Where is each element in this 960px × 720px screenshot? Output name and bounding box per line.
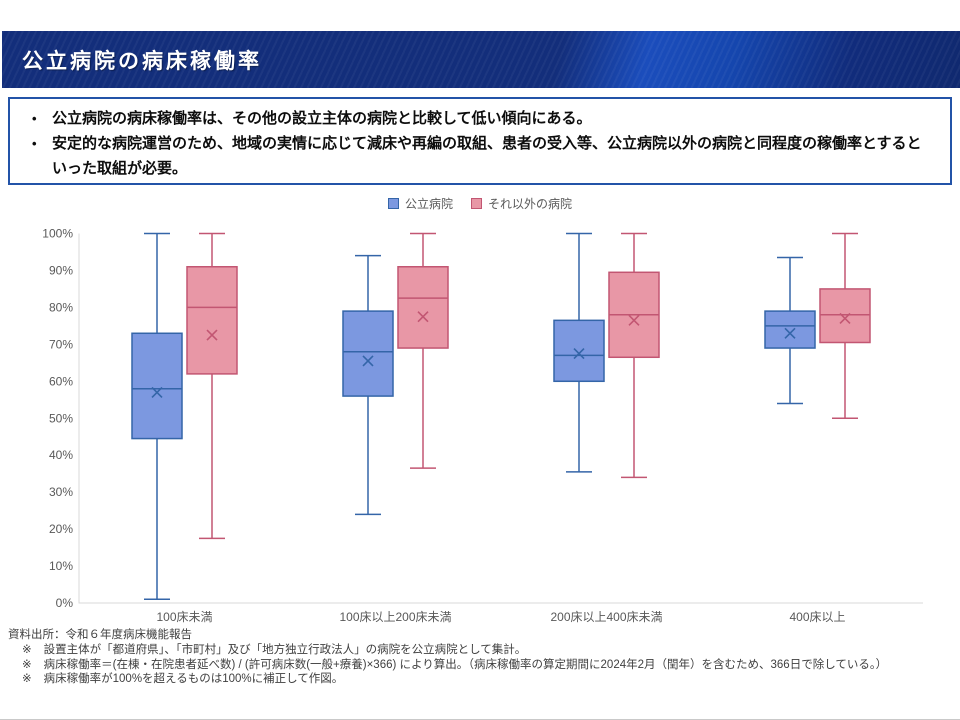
mean-x-marker: [573, 348, 585, 360]
x-category-label: 400床以上: [789, 610, 845, 624]
mean-x-marker: [784, 327, 796, 339]
boxplot-chart: 0% 10% 20% 30% 40% 50% 60% 70% 80% 90% 100% 100床未満 1…: [42, 227, 923, 624]
y-tick-label: 60%: [49, 374, 73, 388]
axis-line: [78, 233, 923, 604]
chart-legend: 公立病院 それ以外の病院: [0, 194, 960, 212]
box-iqr: [131, 332, 183, 440]
y-tick-label: 40%: [49, 448, 73, 462]
box-iqr: [342, 310, 394, 397]
mean-x-marker: [839, 312, 851, 325]
box-iqr: [764, 310, 816, 349]
box-iqr: [397, 266, 449, 349]
bullet-list: 公立病院の病床稼働率は、その他の設立主体の病院と比較して低い傾向にある。安定的な…: [22, 106, 936, 181]
y-tick-label: 90%: [49, 263, 73, 277]
x-category-label: 100床以上200床未満: [339, 610, 451, 624]
y-tick-label: 10%: [49, 559, 73, 573]
mean-x-marker: [151, 386, 163, 398]
footnote-marker: ※: [22, 658, 32, 671]
legend-label: 公立病院: [404, 196, 453, 211]
legend-label: それ以外の病院: [488, 196, 573, 211]
y-tick-label: 0%: [56, 596, 74, 610]
x-category-label: 200床以上400床未満: [550, 610, 662, 624]
y-tick-label: 30%: [49, 485, 73, 499]
box-iqr: [186, 266, 238, 375]
footer-notes: 資料出所：令和６年度病床機能報告 ※ 設置主体が「都道府県」、「市町村」及び「地方…: [8, 628, 952, 687]
footnote-item: ※ 設置主体が「都道府県」、「市町村」及び「地方独立行政法人」の病院を公立病院とし…: [8, 643, 952, 658]
footnote-item: ※ 病床稼働率＝(在棟・在院患者延べ数) / (許可病床数(一般+療養)×366)…: [8, 658, 952, 673]
footnote-item: ※ 病床稼働率が100%を超えるものは100%に補正して作図。: [8, 672, 952, 687]
y-tick-label: 20%: [49, 522, 73, 536]
box-iqr: [553, 319, 605, 383]
mean-x-marker: [362, 355, 374, 367]
footnote-text: 病床稼働率＝(在棟・在院患者延べ数) / (許可病床数(一般+療養)×366) …: [43, 658, 888, 671]
summary-callout-box: 公立病院の病床稼働率は、その他の設立主体の病院と比較して低い傾向にある。安定的な…: [8, 97, 952, 185]
mean-x-marker: [417, 311, 429, 323]
box-iqr: [819, 288, 871, 344]
legend-swatch-icon: [387, 197, 399, 209]
y-tick-label: 50%: [49, 411, 73, 425]
legend-swatch-icon: [471, 197, 482, 209]
footnote-text: 病床稼働率が100%を超えるものは100%に補正して作図。: [43, 673, 344, 685]
footnote-text: 設置主体が「都道府県」、「市町村」及び「地方独立行政法人」の病院を公立病院として…: [43, 644, 527, 656]
mean-x-marker: [628, 314, 640, 326]
bullet-item: 公立病院の病床稼働率は、その他の設立主体の病院と比較して低い傾向にある。: [22, 106, 936, 131]
title-banner: 公立病院の病床稼働率: [2, 31, 960, 88]
legend-item: それ以外の病院: [471, 195, 572, 212]
x-category-label: 100床未満: [156, 610, 212, 624]
footnote-marker: ※: [22, 673, 32, 685]
mean-x-marker: [206, 329, 218, 341]
footnote-list: ※ 設置主体が「都道府県」、「市町村」及び「地方独立行政法人」の病院を公立病院とし…: [8, 643, 952, 687]
legend-item: 公立病院: [387, 195, 453, 212]
bullet-item: 安定的な病院運営のため、地域の実情に応じて減床や再編の取組、患者の受入等、公立病…: [22, 131, 936, 181]
footnote-marker: ※: [22, 644, 32, 656]
page-title: 公立病院の病床稼働率: [22, 49, 262, 73]
source-line: 資料出所：令和６年度病床機能報告: [8, 629, 192, 641]
y-tick-label: 70%: [49, 337, 73, 351]
y-tick-label: 80%: [49, 300, 73, 314]
y-tick-label: 100%: [42, 227, 73, 241]
